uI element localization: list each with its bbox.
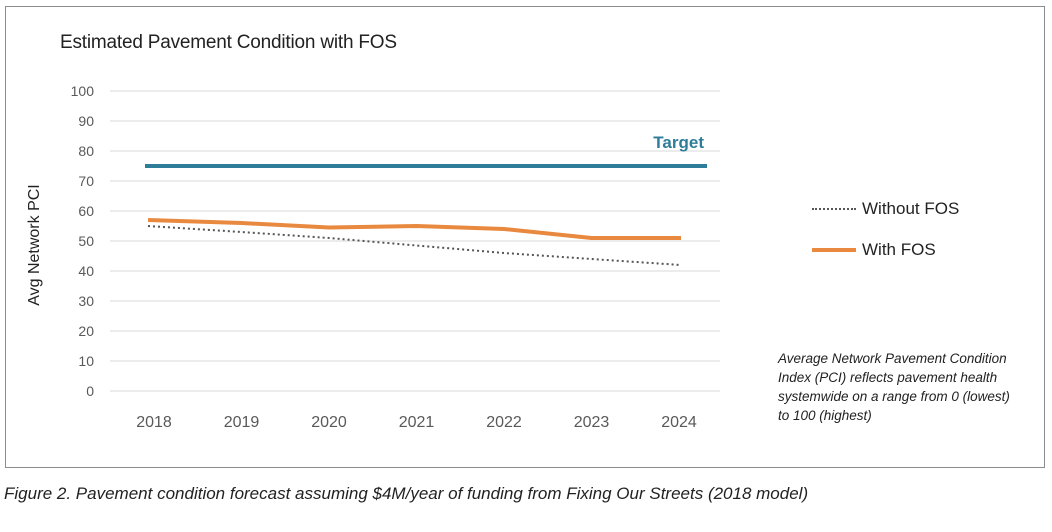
plot-area: 0 10 20 30 40 50 60 70 80 90 100 2018 2019 2020 2021 20… [71,83,720,431]
legend-item-without-fos: Without FOS [812,199,959,219]
x-tick-label: 2018 [136,414,172,431]
legend-swatch-solid [812,248,856,252]
legend-label-with-fos: With FOS [862,240,936,259]
chart-title: Estimated Pavement Condition with FOS [60,32,397,53]
target-label: Target [653,133,704,152]
x-tick-label: 2022 [486,414,522,431]
chart-note: Average Network Pavement Condition Index… [778,351,1010,423]
series-line-without-fos [147,225,682,266]
y-tick-label: 0 [86,383,94,399]
series-line-with-fos [147,218,681,240]
y-tick-label: 30 [78,293,94,309]
y-tick-label: 20 [78,323,94,339]
x-tick-label: 2019 [224,414,260,431]
x-tick-label: 2020 [311,414,347,431]
x-tick-label: 2023 [574,414,610,431]
y-tick-label: 90 [78,113,94,129]
y-tick-label: 40 [78,263,94,279]
y-tick-label: 50 [78,233,94,249]
x-tick-label: 2021 [399,414,435,431]
y-tick-label: 70 [78,173,94,189]
y-tick-label: 10 [78,353,94,369]
legend-swatch-dotted [812,208,856,210]
y-tick-label: 100 [71,83,95,99]
figure-caption: Figure 2. Pavement condition forecast as… [4,484,809,503]
x-tick-label: 2024 [661,414,697,431]
y-tick-label: 60 [78,203,94,219]
y-tick-label: 80 [78,143,94,159]
legend-label-without-fos: Without FOS [862,199,960,218]
legend-item-with-fos: With FOS [812,240,936,260]
